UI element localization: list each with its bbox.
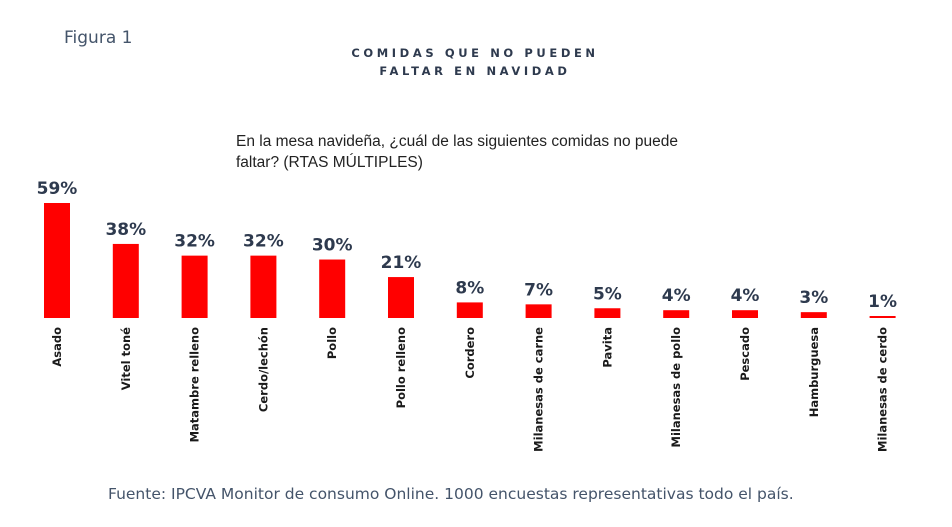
- chart-title-line-1: COMIDAS QUE NO PUEDEN: [351, 46, 599, 60]
- category-label-11: Hamburguesa: [807, 327, 821, 417]
- bar-5: [388, 277, 414, 318]
- category-label-2: Matambre relleno: [188, 327, 202, 442]
- category-label-9: Milanesas de pollo: [669, 327, 683, 448]
- value-label-8: 5%: [593, 284, 622, 304]
- bar-3: [250, 255, 277, 318]
- value-label-3: 32%: [243, 232, 284, 252]
- category-label-1: Vitel toné: [119, 327, 133, 390]
- chart-title-line-2: FALTAR EN NAVIDAD: [379, 64, 571, 78]
- bar-2: [181, 255, 208, 318]
- category-label-0: Asado: [50, 327, 64, 367]
- value-label-10: 4%: [731, 286, 760, 306]
- category-label-3: Cerdo/lechón: [256, 327, 270, 412]
- value-label-11: 3%: [799, 288, 828, 308]
- bar-4: [319, 259, 346, 318]
- bar-8: [594, 308, 621, 318]
- bar-chart: 59% Asado 38% Vitel toné 32% Matambre relleno…: [37, 179, 897, 452]
- value-label-7: 7%: [524, 280, 553, 300]
- bar-9: [663, 310, 690, 318]
- category-label-4: Pollo: [325, 327, 339, 359]
- value-label-12: 1%: [868, 292, 897, 312]
- value-label-2: 32%: [174, 232, 215, 252]
- category-label-12: Milanesas de cerdo: [876, 327, 890, 452]
- value-label-4: 30%: [312, 236, 353, 256]
- bar-10: [732, 310, 758, 318]
- bar-12: [869, 316, 896, 318]
- value-label-0: 59%: [37, 179, 78, 199]
- bar-11: [800, 312, 827, 318]
- value-label-6: 8%: [455, 278, 484, 298]
- value-label-5: 21%: [381, 253, 422, 273]
- category-label-6: Cordero: [463, 327, 477, 379]
- category-label-8: Pavita: [600, 327, 614, 368]
- category-label-10: Pescado: [738, 327, 752, 381]
- category-label-5: Pollo relleno: [394, 327, 408, 408]
- chart-title: COMIDAS QUE NO PUEDEN FALTAR EN NAVIDAD: [320, 44, 630, 80]
- bar-0: [44, 203, 70, 318]
- bar-1: [112, 243, 139, 318]
- bar-6: [456, 302, 483, 318]
- source-note: Fuente: IPCVA Monitor de consumo Online.…: [108, 485, 794, 503]
- value-label-9: 4%: [662, 286, 691, 306]
- value-label-1: 38%: [105, 220, 146, 240]
- figure-label: Figura 1: [64, 28, 133, 48]
- category-label-7: Milanesas de carne: [532, 327, 546, 452]
- bar-7: [525, 304, 552, 318]
- chart-question: En la mesa navideña, ¿cuál de las siguie…: [236, 133, 679, 171]
